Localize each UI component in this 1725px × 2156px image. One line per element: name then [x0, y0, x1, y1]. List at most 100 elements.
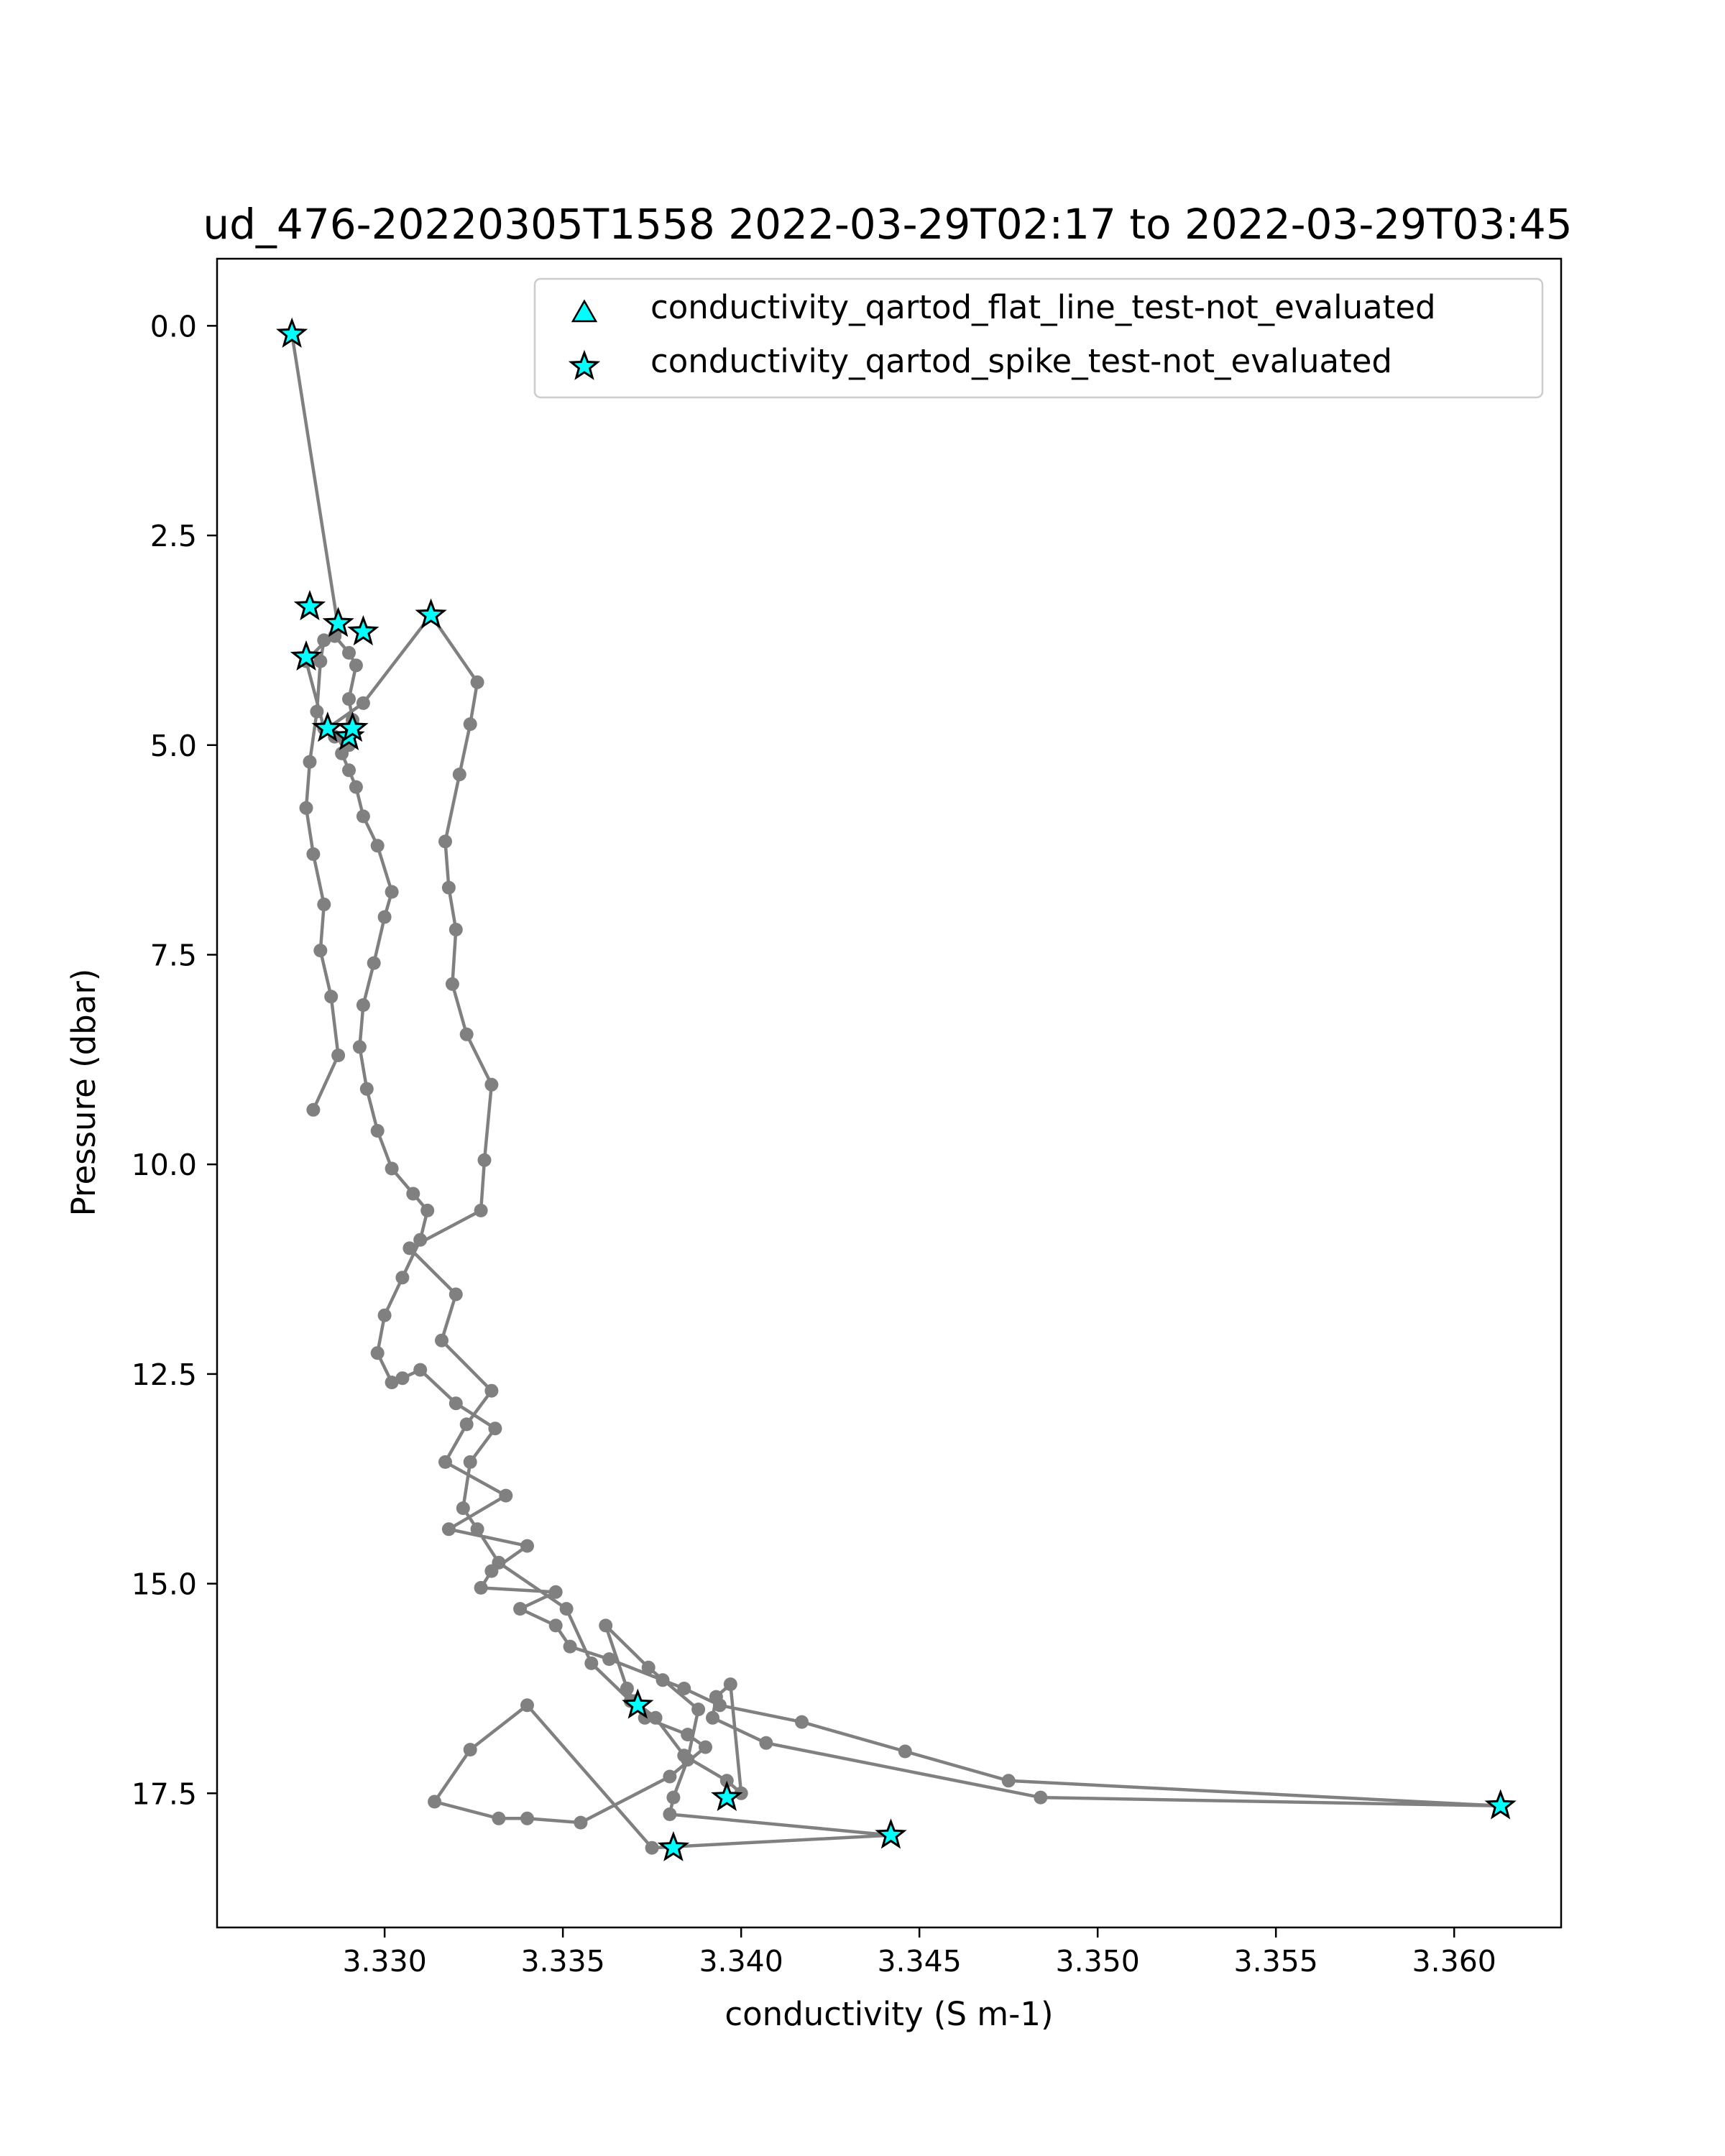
chart-title: ud_476-20220305T1558 2022-03-29T02:17 to… — [203, 200, 1572, 249]
data-point — [356, 998, 370, 1012]
data-point — [548, 1585, 563, 1599]
data-point — [448, 1396, 463, 1411]
data-point — [356, 809, 370, 824]
data-point — [299, 801, 313, 815]
qc-star-marker — [336, 711, 369, 742]
data-point — [602, 1652, 617, 1667]
y-tick-label: 0.0 — [150, 309, 197, 344]
data-point — [441, 1522, 456, 1537]
data-point — [656, 1673, 670, 1687]
data-point — [492, 1811, 506, 1825]
y-tick-label: 10.0 — [132, 1148, 197, 1182]
x-tick-label: 3.340 — [699, 1944, 783, 1978]
data-point — [313, 654, 328, 668]
data-point — [310, 704, 324, 719]
qc-star-marker — [1484, 1789, 1517, 1820]
data-point — [499, 1488, 513, 1503]
data-point — [342, 692, 356, 706]
data-point — [677, 1682, 691, 1695]
data-point — [691, 1703, 706, 1717]
data-point — [370, 1124, 385, 1138]
data-point — [709, 1690, 723, 1704]
data-point — [395, 1371, 410, 1386]
data-point — [331, 1049, 346, 1062]
legend-star-shape — [568, 349, 601, 380]
legend-star-marker — [568, 349, 601, 380]
qc-star-marker — [415, 598, 447, 629]
data-point — [641, 1660, 656, 1674]
legend-label-flat-line: conductivity_qartod_flat_line_test-not_e… — [650, 288, 1436, 326]
y-tick-label: 5.0 — [150, 729, 197, 763]
data-point — [795, 1715, 809, 1729]
data-point — [448, 923, 463, 936]
data-point — [317, 898, 331, 911]
data-point — [456, 1501, 470, 1516]
data-point — [681, 1753, 695, 1767]
data-point — [349, 658, 363, 673]
data-point — [313, 944, 328, 958]
data-point — [584, 1656, 599, 1670]
data-point — [335, 746, 349, 760]
data-point — [484, 1077, 499, 1092]
axes: 3.330 3.335 3.340 3.345 3.350 3.355 3.360 0.0 2.… — [132, 309, 1496, 1978]
data-point — [663, 1807, 677, 1821]
data-point — [445, 977, 459, 991]
data-point — [470, 1522, 484, 1537]
qc-star-marker — [711, 1780, 743, 1811]
data-point — [492, 1555, 506, 1570]
y-tick-label: 7.5 — [150, 938, 197, 972]
data-point — [574, 1815, 588, 1830]
x-tick-label: 3.330 — [342, 1944, 426, 1978]
data-point — [306, 1102, 321, 1117]
y-axis-title: Pressure (dbar) — [65, 969, 103, 1217]
data-point — [488, 1422, 502, 1436]
y-tick-label: 2.5 — [150, 519, 197, 553]
data-point — [463, 717, 477, 732]
legend-label-spike: conductivity_qartod_spike_test-not_evalu… — [650, 342, 1392, 380]
data-point — [420, 1203, 435, 1217]
data-point — [402, 1241, 417, 1256]
data-point — [349, 780, 363, 794]
y-tick-label: 12.5 — [132, 1358, 197, 1392]
qc-star-marker — [657, 1830, 690, 1861]
data-point — [413, 1363, 428, 1377]
data-point — [352, 1040, 367, 1054]
data-point — [377, 910, 392, 924]
x-axis-title: conductivity (S m-1) — [724, 1995, 1053, 2033]
data-point — [406, 1187, 420, 1201]
data-point — [359, 1082, 374, 1096]
data-point — [385, 1376, 399, 1390]
x-tick-label: 3.335 — [520, 1944, 604, 1978]
qc-star-marker — [322, 607, 354, 637]
legend-box — [533, 277, 1544, 399]
data-point — [448, 1287, 463, 1302]
data-point — [367, 956, 381, 970]
data-point — [342, 645, 356, 660]
data-point — [759, 1736, 773, 1750]
data-point — [666, 1790, 681, 1805]
qc-star-marker — [347, 614, 380, 646]
qc-star-marker — [276, 317, 308, 348]
data-point — [706, 1710, 719, 1725]
data-point — [648, 1710, 663, 1725]
data-point — [370, 1346, 385, 1360]
data-point — [438, 834, 452, 849]
x-tick-label: 3.355 — [1233, 1944, 1317, 1978]
qc-star-marker — [311, 711, 344, 742]
data-point — [385, 1161, 399, 1176]
data-point — [370, 839, 385, 853]
data-point — [303, 755, 317, 769]
data-point — [438, 1455, 452, 1469]
data-point — [463, 1455, 477, 1469]
legend: conductivity_qartod_flat_line_test-not_e… — [533, 277, 1544, 399]
data-point — [428, 1795, 442, 1809]
data-point — [452, 768, 466, 782]
data-point — [1001, 1774, 1016, 1788]
data-point — [719, 1774, 734, 1788]
data-point — [377, 1308, 392, 1322]
data-point — [645, 1841, 659, 1855]
data-point — [513, 1602, 528, 1616]
plot-area — [276, 317, 1517, 1861]
data-point — [459, 1417, 474, 1432]
